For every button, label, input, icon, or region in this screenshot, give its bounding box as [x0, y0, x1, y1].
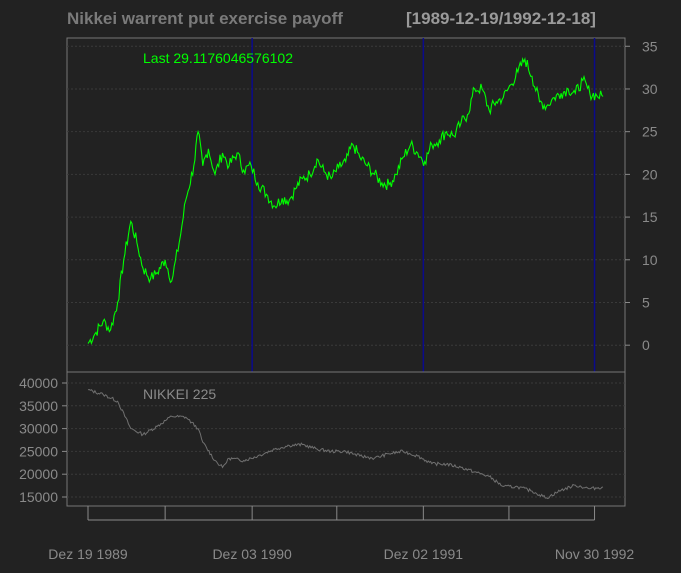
main-y-tick-label: 15 [642, 209, 658, 225]
x-axis: Dez 19 1989 Dez 03 1990 Dez 02 1991 Nov 30 … [48, 506, 634, 562]
lower-y-tick-label: 40000 [19, 375, 58, 391]
lower-y-tick-label: 25000 [19, 443, 58, 459]
main-vertical-markers [251, 38, 596, 372]
payoff-series-line [87, 57, 604, 346]
main-y-tick-label: 25 [642, 124, 658, 140]
x-axis-tick-label: Dez 19 1989 [48, 546, 128, 562]
chart-title: Nikkei warrent put exercise payoff [67, 9, 343, 28]
lower-y-tick-label: 15000 [19, 489, 58, 505]
main-y-tick-label: 35 [642, 38, 658, 54]
lower-gridlines [67, 382, 625, 498]
nikkei-series-label: NIKKEI 225 [143, 386, 216, 402]
lower-panel-frame [66, 371, 626, 507]
lower-y-tick-label: 35000 [19, 398, 58, 414]
main-gridlines [67, 45, 625, 346]
lower-y-tick-label: 30000 [19, 421, 58, 437]
nikkei-series-line [87, 388, 604, 500]
x-axis-tick-label: Nov 30 1992 [555, 546, 635, 562]
main-y-axis: 0 5 10 15 20 25 30 35 [625, 38, 658, 353]
lower-y-axis: 40000 35000 30000 25000 20000 15000 [19, 375, 67, 505]
x-axis-tick-label: Dez 02 1991 [384, 546, 464, 562]
main-y-tick-label: 5 [642, 294, 650, 310]
main-y-tick-label: 0 [642, 337, 650, 353]
main-y-tick-label: 30 [642, 81, 658, 97]
main-y-tick-label: 20 [642, 166, 658, 182]
lower-y-tick-label: 20000 [19, 466, 58, 482]
x-axis-tick-label: Dez 03 1990 [212, 546, 292, 562]
main-y-tick-label: 10 [642, 252, 658, 268]
date-range-label: [1989-12-19/1992-12-18] [406, 9, 596, 28]
last-value-annotation: Last 29.1176046576102 [143, 50, 293, 66]
